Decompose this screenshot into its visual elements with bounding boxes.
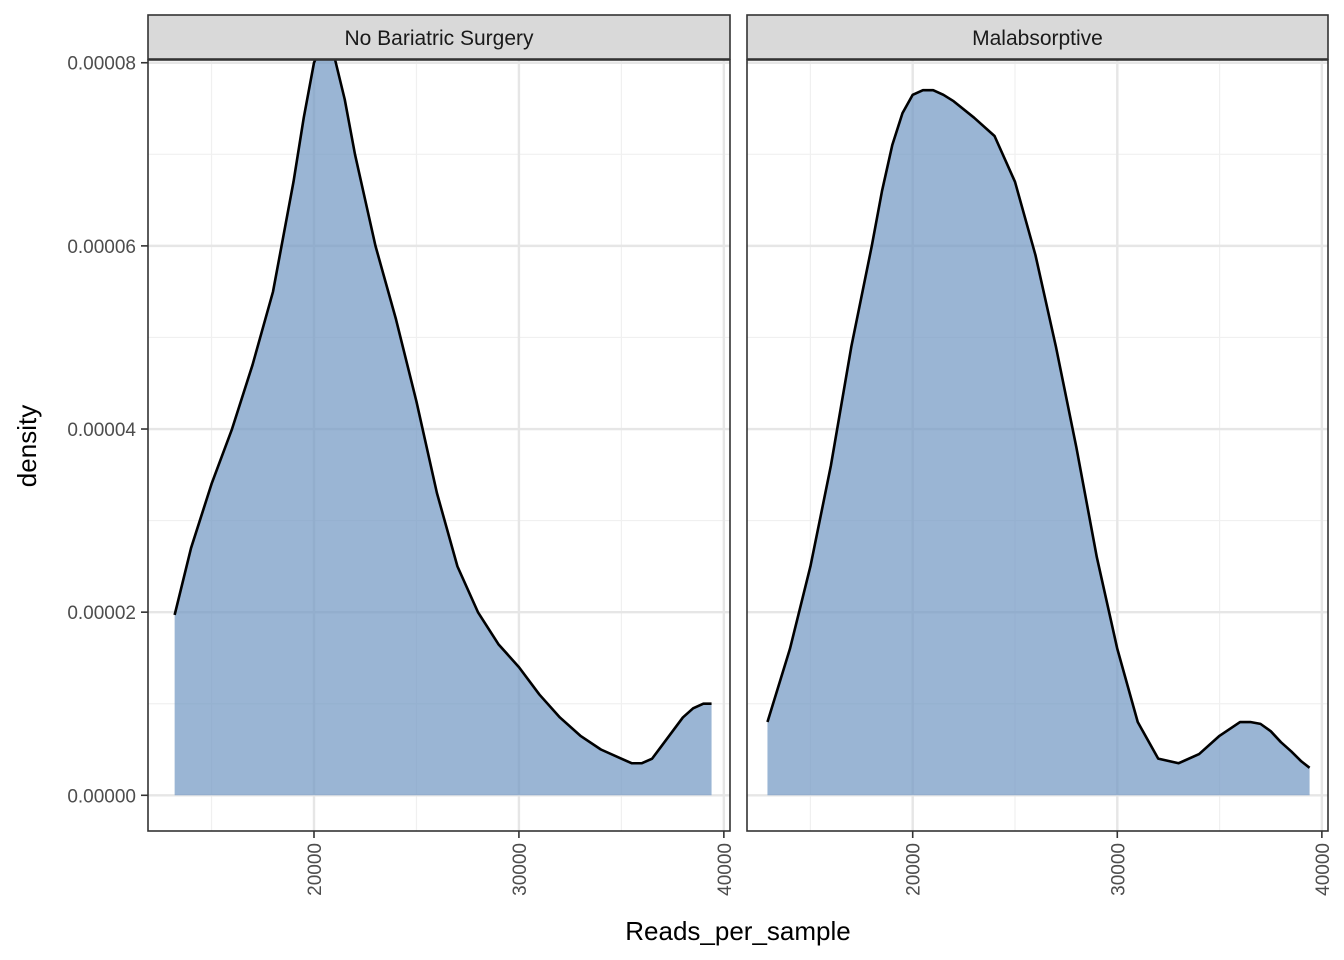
facet-strip-label: No Bariatric Surgery xyxy=(344,27,534,50)
density-line xyxy=(766,88,1311,769)
facet-panel: No Bariatric Surgery 20000 30000 40000 xyxy=(147,14,736,896)
facet-strip xyxy=(147,14,731,60)
x-tick-label: 20000 xyxy=(305,843,326,896)
x-tick-label: 30000 xyxy=(510,843,531,896)
density-line xyxy=(173,37,712,765)
x-tick-label: 40000 xyxy=(1313,843,1334,896)
density-area xyxy=(174,38,712,796)
x-tick-label: 40000 xyxy=(715,843,736,896)
y-axis: 0.00000 0.00002 0.00004 0.00006 0.00008 xyxy=(67,54,148,807)
x-tick-label: 30000 xyxy=(1108,843,1129,896)
panel-border xyxy=(746,59,1329,832)
y-tick-label: 0.00006 xyxy=(67,237,136,258)
facet-panel: Malabsorptive 20000 30000 40000 xyxy=(746,14,1334,896)
y-tick-label: 0.00000 xyxy=(67,786,136,807)
x-axis-title: Reads_per_sample xyxy=(625,916,850,946)
density-area xyxy=(767,90,1310,796)
y-tick-label: 0.00002 xyxy=(67,603,136,624)
panel-border xyxy=(147,59,731,832)
y-tick-label: 0.00004 xyxy=(67,420,136,441)
y-axis-title: density xyxy=(12,405,42,487)
facet-strip xyxy=(746,14,1329,60)
y-tick-label: 0.00008 xyxy=(67,54,136,75)
x-tick-label: 20000 xyxy=(904,843,925,896)
facet-strip-label: Malabsorptive xyxy=(972,27,1103,50)
